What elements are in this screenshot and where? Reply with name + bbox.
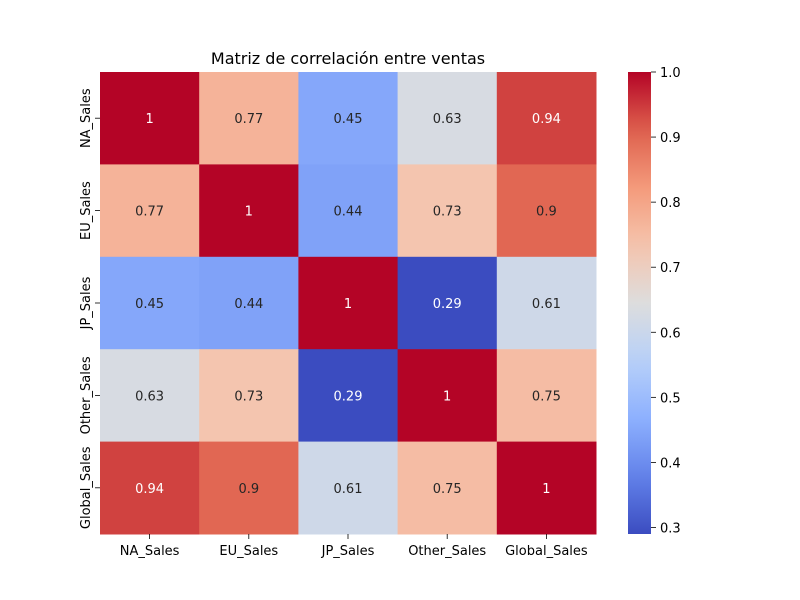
heatmap-cell — [100, 349, 200, 443]
cell-annotation: 1 — [542, 482, 550, 497]
cell-annotation: 0.77 — [234, 112, 263, 127]
cell-annotation: 0.45 — [135, 297, 164, 312]
heatmap-cell — [397, 349, 498, 443]
x-tick-label: JP_Sales — [321, 544, 375, 559]
heatmap-cell — [496, 256, 597, 350]
cell-annotation: 0.61 — [532, 297, 561, 312]
cell-annotation: 1 — [443, 389, 451, 404]
heatmap-cell — [199, 256, 299, 350]
heatmap-cell — [496, 441, 597, 535]
y-axis-ticks: NA_Sales EU_Sales JP_Sales Other_Sales Globa… — [79, 88, 100, 529]
cell-annotation: 0.44 — [334, 205, 363, 220]
heatmap-cell — [397, 72, 498, 165]
cell-annotation: 0.61 — [334, 482, 363, 497]
cell-annotation: 0.45 — [334, 112, 363, 127]
cell-annotation: 0.9 — [536, 205, 557, 220]
y-tick-label: Global_Sales — [79, 446, 94, 529]
cell-annotation: 0.94 — [135, 482, 164, 497]
heatmap-cell — [100, 164, 200, 258]
heatmap-cell — [199, 164, 299, 258]
y-tick-label: NA_Sales — [79, 88, 94, 148]
heatmap-cell — [496, 349, 597, 443]
colorbar-tick-label: 0.4 — [660, 456, 681, 471]
colorbar-tick-label: 1.0 — [660, 66, 681, 81]
heatmap-cell — [496, 72, 597, 165]
cell-annotation: 0.9 — [238, 482, 259, 497]
colorbar-tick-label: 0.5 — [660, 391, 681, 406]
x-tick-label: Other_Sales — [408, 544, 486, 559]
heatmap-cell — [100, 256, 200, 350]
cell-annotation: 0.75 — [532, 389, 561, 404]
y-tick-label: Other_Sales — [79, 356, 94, 434]
cell-annotation: 0.77 — [135, 205, 164, 220]
x-tick-label: Global_Sales — [505, 544, 588, 559]
cell-annotation: 1 — [145, 112, 153, 127]
heatmap-cell — [100, 441, 200, 535]
x-axis-ticks: NA_Sales EU_Sales JP_Sales Other_Sales Globa… — [120, 534, 588, 559]
heatmap-cell — [298, 164, 399, 258]
colorbar-tick-label: 0.6 — [660, 326, 681, 341]
colorbar-gradient — [628, 72, 651, 534]
y-tick-label: EU_Sales — [79, 181, 94, 240]
heatmap-cell — [100, 72, 200, 165]
heatmap-cell — [298, 72, 399, 165]
colorbar-tick-label: 0.7 — [660, 261, 681, 276]
cell-annotation: 0.63 — [135, 389, 164, 404]
cell-annotation: 1 — [245, 205, 253, 220]
heatmap-cell — [397, 256, 498, 350]
colorbar: 0.3 0.4 0.5 0.6 0.7 0.8 0.9 1.0 — [628, 66, 681, 536]
colorbar-tick-label: 0.9 — [660, 131, 681, 146]
cell-annotation: 0.29 — [334, 389, 363, 404]
heatmap-cell — [397, 441, 498, 535]
colorbar-tick-label: 0.8 — [660, 196, 681, 211]
heatmap-cell — [298, 349, 399, 443]
cell-annotation: 0.94 — [532, 112, 561, 127]
heatmap-cells — [100, 72, 597, 535]
heatmap-cell — [199, 349, 299, 443]
y-tick-label: JP_Sales — [79, 276, 94, 330]
cell-annotation: 0.63 — [433, 112, 462, 127]
x-tick-label: EU_Sales — [219, 544, 278, 559]
colorbar-tick-label: 0.3 — [660, 521, 681, 536]
heatmap-cell — [298, 441, 399, 535]
heatmap-cell — [199, 441, 299, 535]
x-tick-label: NA_Sales — [120, 544, 180, 559]
chart-title: Matriz de correlación entre ventas — [211, 49, 485, 68]
heatmap-cell — [496, 164, 597, 258]
cell-annotation: 0.75 — [433, 482, 462, 497]
cell-annotation: 0.44 — [234, 297, 263, 312]
cell-annotation: 0.73 — [234, 389, 263, 404]
cell-annotation: 0.29 — [433, 297, 462, 312]
heatmap-cell — [397, 164, 498, 258]
heatmap-cell — [199, 72, 299, 165]
heatmap-cell — [298, 256, 399, 350]
heatmap-annotations: 1 0.77 0.45 0.63 0.94 0.77 1 0.44 0.73 0.9 0.45 0.4… — [135, 112, 561, 497]
cell-annotation: 1 — [344, 297, 352, 312]
cell-annotation: 0.73 — [433, 205, 462, 220]
